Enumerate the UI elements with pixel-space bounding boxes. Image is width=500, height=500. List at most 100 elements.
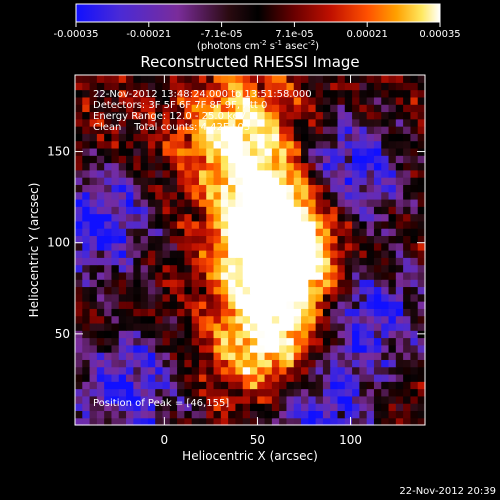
heatmap-cell xyxy=(220,140,229,149)
heatmap-cell xyxy=(388,75,397,83)
heatmap-cell xyxy=(381,337,390,346)
heatmap-cell xyxy=(373,264,382,273)
heatmap-cell xyxy=(250,337,258,346)
heatmap-cell xyxy=(118,111,127,120)
heatmap-cell xyxy=(198,359,207,368)
heatmap-cell xyxy=(330,352,339,360)
heatmap-cell xyxy=(301,388,309,397)
heatmap-cell xyxy=(184,330,193,339)
heatmap-cell xyxy=(301,82,309,91)
heatmap-cell xyxy=(257,381,266,390)
heatmap-cell xyxy=(206,381,215,390)
heatmap-cell xyxy=(315,126,324,134)
heatmap-cell xyxy=(162,75,171,83)
heatmap-cell xyxy=(330,366,339,375)
heatmap-cell xyxy=(140,359,149,368)
heatmap-cell xyxy=(228,155,237,164)
heatmap-cell xyxy=(293,206,302,215)
heatmap-cell xyxy=(279,206,288,215)
heatmap-cell xyxy=(293,279,302,288)
heatmap-cell xyxy=(250,330,258,339)
heatmap-cell xyxy=(344,228,353,237)
heatmap-cell xyxy=(184,322,193,331)
heatmap-cell xyxy=(213,147,222,156)
heatmap-cell xyxy=(96,395,105,404)
heatmap-cell xyxy=(250,308,258,317)
heatmap-cell xyxy=(118,315,127,324)
heatmap-cell xyxy=(89,352,98,360)
heatmap-cell xyxy=(169,373,178,382)
heatmap-cell xyxy=(322,155,331,164)
heatmap-cell xyxy=(395,293,404,302)
heatmap-cell xyxy=(301,155,309,164)
heatmap-cell xyxy=(410,366,419,375)
heatmap-cell xyxy=(366,220,375,229)
heatmap-cell xyxy=(417,169,426,178)
heatmap-cell xyxy=(155,220,164,229)
heatmap-cell xyxy=(242,301,251,309)
heatmap-cell xyxy=(366,373,375,382)
heatmap-cell xyxy=(198,126,207,134)
heatmap-cell xyxy=(344,373,353,382)
heatmap-cell xyxy=(359,271,368,280)
heatmap-cell xyxy=(417,352,426,360)
heatmap-cell xyxy=(213,366,222,375)
heatmap-cell xyxy=(373,403,382,412)
heatmap-cell xyxy=(403,388,412,397)
heatmap-cell xyxy=(89,410,98,419)
heatmap-cell xyxy=(286,301,295,309)
heatmap-cell xyxy=(417,126,426,134)
heatmap-cell xyxy=(206,155,215,164)
heatmap-cell xyxy=(89,344,98,353)
heatmap-cell xyxy=(228,133,237,142)
heatmap-cell xyxy=(235,322,244,331)
heatmap-cell xyxy=(301,257,309,266)
heatmap-cell xyxy=(344,82,353,91)
heatmap-cell xyxy=(344,198,353,207)
heatmap-cell xyxy=(264,111,273,120)
heatmap-cell xyxy=(220,177,229,185)
heatmap-cell xyxy=(111,82,120,91)
heatmap-cell xyxy=(388,308,397,317)
heatmap-cell xyxy=(89,206,98,215)
heatmap-cell xyxy=(191,366,200,375)
heatmap-cell xyxy=(301,242,309,251)
heatmap-cell xyxy=(89,155,98,164)
heatmap-cell xyxy=(330,286,339,295)
heatmap-cell xyxy=(322,403,331,412)
heatmap-cell xyxy=(177,140,185,149)
heatmap-cell xyxy=(111,271,120,280)
heatmap-cell xyxy=(359,395,368,404)
heatmap-cell xyxy=(286,206,295,215)
heatmap-cell xyxy=(111,89,120,98)
heatmap-cell xyxy=(301,169,309,178)
heatmap-cell xyxy=(403,75,412,83)
heatmap-cell xyxy=(257,315,266,324)
heatmap-cell xyxy=(264,410,273,419)
heatmap-cell xyxy=(89,220,98,229)
heatmap-cell xyxy=(198,191,207,200)
heatmap-cell xyxy=(330,235,339,244)
heatmap-cell xyxy=(410,147,419,156)
heatmap-cell xyxy=(111,293,120,302)
heatmap-cell xyxy=(373,330,382,339)
heatmap-cell xyxy=(366,330,375,339)
heatmap-cell xyxy=(228,322,237,331)
heatmap-cell xyxy=(213,89,222,98)
heatmap-cell xyxy=(191,162,200,171)
heatmap-cell xyxy=(322,177,331,185)
heatmap-cell xyxy=(184,206,193,215)
heatmap-cell xyxy=(169,177,178,185)
heatmap-cell xyxy=(147,162,156,171)
heatmap-cell xyxy=(301,359,309,368)
heatmap-cell xyxy=(133,75,142,83)
heatmap-cell xyxy=(366,126,375,134)
heatmap-cell xyxy=(373,344,382,353)
heatmap-cell xyxy=(279,417,288,426)
heatmap-cell xyxy=(373,417,382,426)
heatmap-cell xyxy=(104,177,113,185)
heatmap-cell xyxy=(118,169,127,178)
heatmap-cell xyxy=(417,344,426,353)
heatmap-cell xyxy=(330,198,339,207)
heatmap-cell xyxy=(322,235,331,244)
